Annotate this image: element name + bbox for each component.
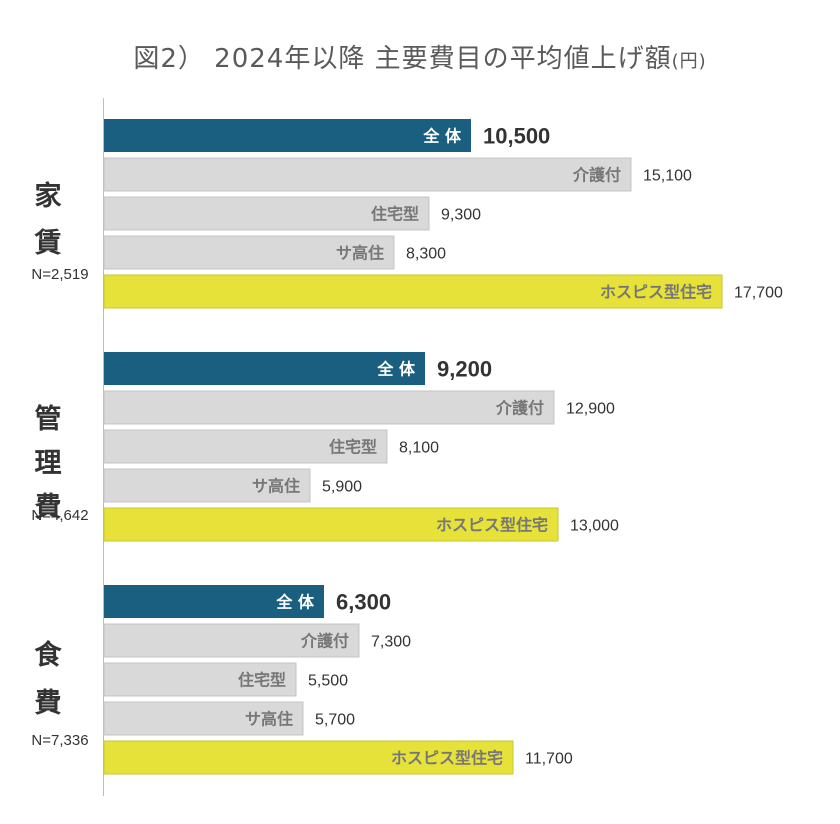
group-label-char: 理	[34, 448, 62, 479]
bar-label: サ高住	[245, 710, 293, 729]
data-label: 13,000	[570, 518, 619, 535]
data-label: 8,100	[399, 440, 439, 457]
bar-total	[104, 119, 471, 152]
group-label-char: 費	[34, 492, 62, 523]
bar-label: 全 体	[422, 127, 462, 146]
bar-category	[103, 235, 395, 270]
bar-hospice	[103, 507, 559, 542]
group-sample-size: N=2,519	[31, 266, 89, 283]
data-label: 10,500	[483, 124, 550, 149]
data-label: 9,300	[441, 207, 481, 224]
bar-label: 住宅型	[329, 438, 377, 457]
bar-label: 住宅型	[371, 205, 419, 224]
bar-category	[103, 429, 388, 464]
group-label-char: 費	[34, 688, 62, 719]
bar-hospice	[103, 740, 514, 775]
group-label-char: 食	[34, 640, 62, 671]
bar-category	[103, 157, 632, 192]
group-label-char: 家	[34, 181, 62, 212]
bar-label: 介護付	[572, 166, 621, 185]
data-label: 15,100	[643, 168, 692, 185]
bar-category	[103, 701, 304, 736]
data-label: 7,300	[371, 634, 411, 651]
data-label: 6,300	[336, 590, 391, 615]
bar-label: ホスピス型住宅	[391, 749, 503, 768]
bar-label: 住宅型	[238, 671, 286, 690]
bar-label: 介護付	[495, 399, 544, 418]
bar-label: 介護付	[300, 632, 349, 651]
bar-label: サ高住	[336, 244, 384, 263]
bar-category	[103, 390, 555, 425]
bar-label: ホスピス型住宅	[600, 283, 712, 302]
bar-category	[103, 468, 311, 503]
bar-label: 全 体	[376, 360, 416, 379]
group-label-char: 管	[34, 404, 62, 435]
bar-label: ホスピス型住宅	[436, 516, 548, 535]
group-sample-size: N=4,642	[31, 507, 89, 524]
data-label: 5,700	[315, 712, 355, 729]
bar-label: 全 体	[275, 593, 315, 612]
data-label: 9,200	[437, 357, 492, 382]
data-label: 17,700	[734, 285, 783, 302]
chart-title: 図2） 2024年以降 主要費目の平均値上げ額(円)	[0, 38, 840, 75]
chart-title-unit: (円)	[671, 51, 707, 72]
bar-category	[103, 623, 360, 658]
data-label: 11,700	[525, 751, 573, 768]
group-sample-size: N=7,336	[31, 732, 89, 749]
bar-category	[103, 196, 430, 231]
bar-category	[103, 662, 297, 697]
bar-label: サ高住	[252, 477, 300, 496]
bar-total	[104, 352, 425, 385]
group-label-char: 賃	[34, 228, 62, 259]
data-label: 12,900	[566, 401, 615, 418]
data-label: 5,900	[322, 479, 362, 496]
data-label: 5,500	[308, 673, 348, 690]
bar-total	[104, 585, 324, 618]
bar-hospice	[103, 274, 723, 309]
chart-title-text: 図2） 2024年以降 主要費目の平均値上げ額	[133, 44, 672, 74]
data-label: 8,300	[406, 246, 446, 263]
